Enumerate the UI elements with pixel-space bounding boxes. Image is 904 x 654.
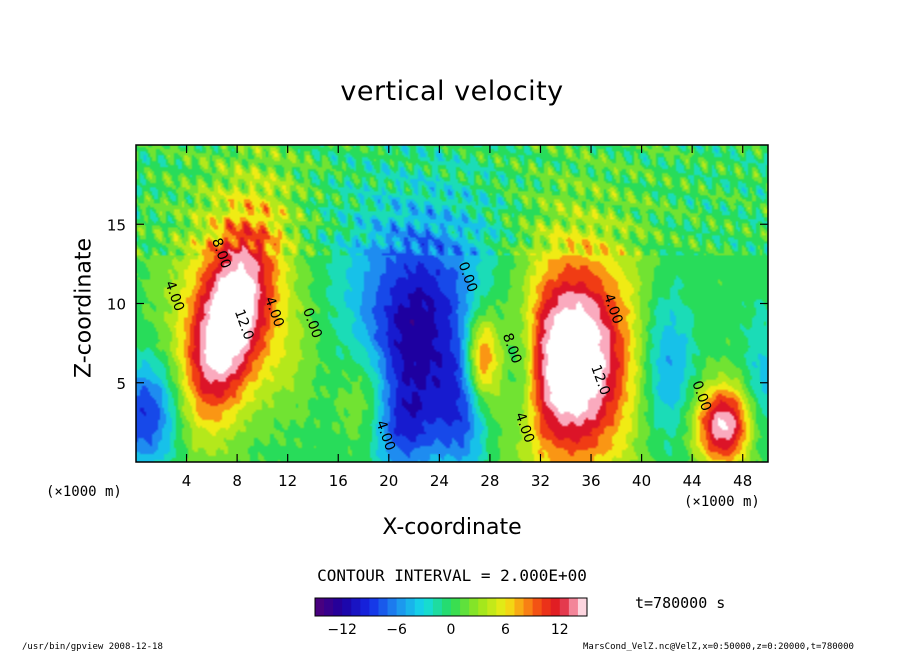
- chart-title: vertical velocity: [340, 76, 564, 107]
- colorbar-tick-label-0: 0: [447, 622, 456, 638]
- colorbar-segment-2: [333, 598, 343, 616]
- colorbar-segment-16: [460, 598, 470, 616]
- colorbar-tick-label-6: 6: [501, 622, 510, 638]
- colorbar-segment-1: [324, 598, 334, 616]
- y-tick-label-10: 10: [107, 296, 126, 314]
- colorbar-segment-18: [478, 598, 488, 616]
- x-unit-left: (×1000 m): [46, 484, 122, 500]
- x-tick-label-48: 48: [733, 472, 752, 490]
- colorbar-segment-17: [469, 598, 479, 616]
- x-tick-label-44: 44: [683, 472, 702, 490]
- y-tick-label-15: 15: [107, 216, 126, 234]
- colorbar-segment-9: [396, 598, 407, 616]
- colorbar-segment-7: [378, 598, 389, 616]
- colorbar-segment-8: [387, 598, 398, 616]
- colorbar-frame: [314, 597, 588, 617]
- x-tick-label-28: 28: [480, 472, 499, 490]
- x-tick-label-8: 8: [232, 472, 242, 490]
- colorbar-segment-23: [523, 598, 534, 616]
- colorbar-segment-28: [568, 598, 579, 616]
- colorbar-segment-19: [487, 598, 497, 616]
- colorbar-segment-4: [351, 598, 361, 616]
- y-axis-label: Z-coordinate: [71, 238, 97, 378]
- colorbar-tick-label--12: −12: [327, 622, 357, 638]
- x-axis-label: X-coordinate: [382, 515, 522, 540]
- x-tick-label-32: 32: [531, 472, 550, 490]
- x-unit-right: (×1000 m): [684, 494, 760, 510]
- x-tick-label-12: 12: [278, 472, 297, 490]
- x-tick-label-20: 20: [379, 472, 398, 490]
- footer-left: /usr/bin/gpview 2008-12-18: [22, 642, 163, 652]
- colorbar-segment-10: [405, 598, 416, 616]
- colorbar-segment-29: [577, 598, 588, 616]
- colorbar-segment-25: [541, 598, 552, 616]
- y-tick-label-5: 5: [116, 375, 126, 393]
- colorbar-segment-20: [496, 598, 506, 616]
- x-tick-label-36: 36: [581, 472, 600, 490]
- colorbar-segment-26: [550, 598, 561, 616]
- footer-right: MarsCond_VelZ.nc@VelZ,x=0:50000,z=0:2000…: [583, 642, 854, 652]
- time-label: t=780000 s: [635, 594, 726, 612]
- x-tick-label-24: 24: [430, 472, 449, 490]
- x-tick-label-40: 40: [632, 472, 651, 490]
- colorbar-segment-27: [559, 598, 570, 616]
- colorbar-segment-6: [369, 598, 379, 616]
- colorbar-tick-label-12: 12: [551, 622, 569, 638]
- colorbar-segment-21: [505, 598, 515, 616]
- colorbar-tick-label--6: −6: [386, 622, 407, 638]
- colorbar-segment-15: [451, 598, 461, 616]
- colorbar-segment-22: [514, 598, 525, 616]
- colorbar-segment-13: [432, 598, 443, 616]
- colorbar-segment-3: [342, 598, 352, 616]
- colorbar-segment-12: [423, 598, 434, 616]
- x-tick-label-16: 16: [329, 472, 348, 490]
- colorbar-segment-11: [414, 598, 425, 616]
- x-tick-label-4: 4: [182, 472, 192, 490]
- colorbar-segment-14: [441, 598, 452, 616]
- contour-interval-label: CONTOUR INTERVAL = 2.000E+00: [317, 566, 587, 585]
- heatmap-image: [136, 145, 768, 462]
- colorbar-segment-24: [532, 598, 543, 616]
- colorbar-segment-0: [315, 598, 325, 616]
- colorbar-segment-5: [360, 598, 370, 616]
